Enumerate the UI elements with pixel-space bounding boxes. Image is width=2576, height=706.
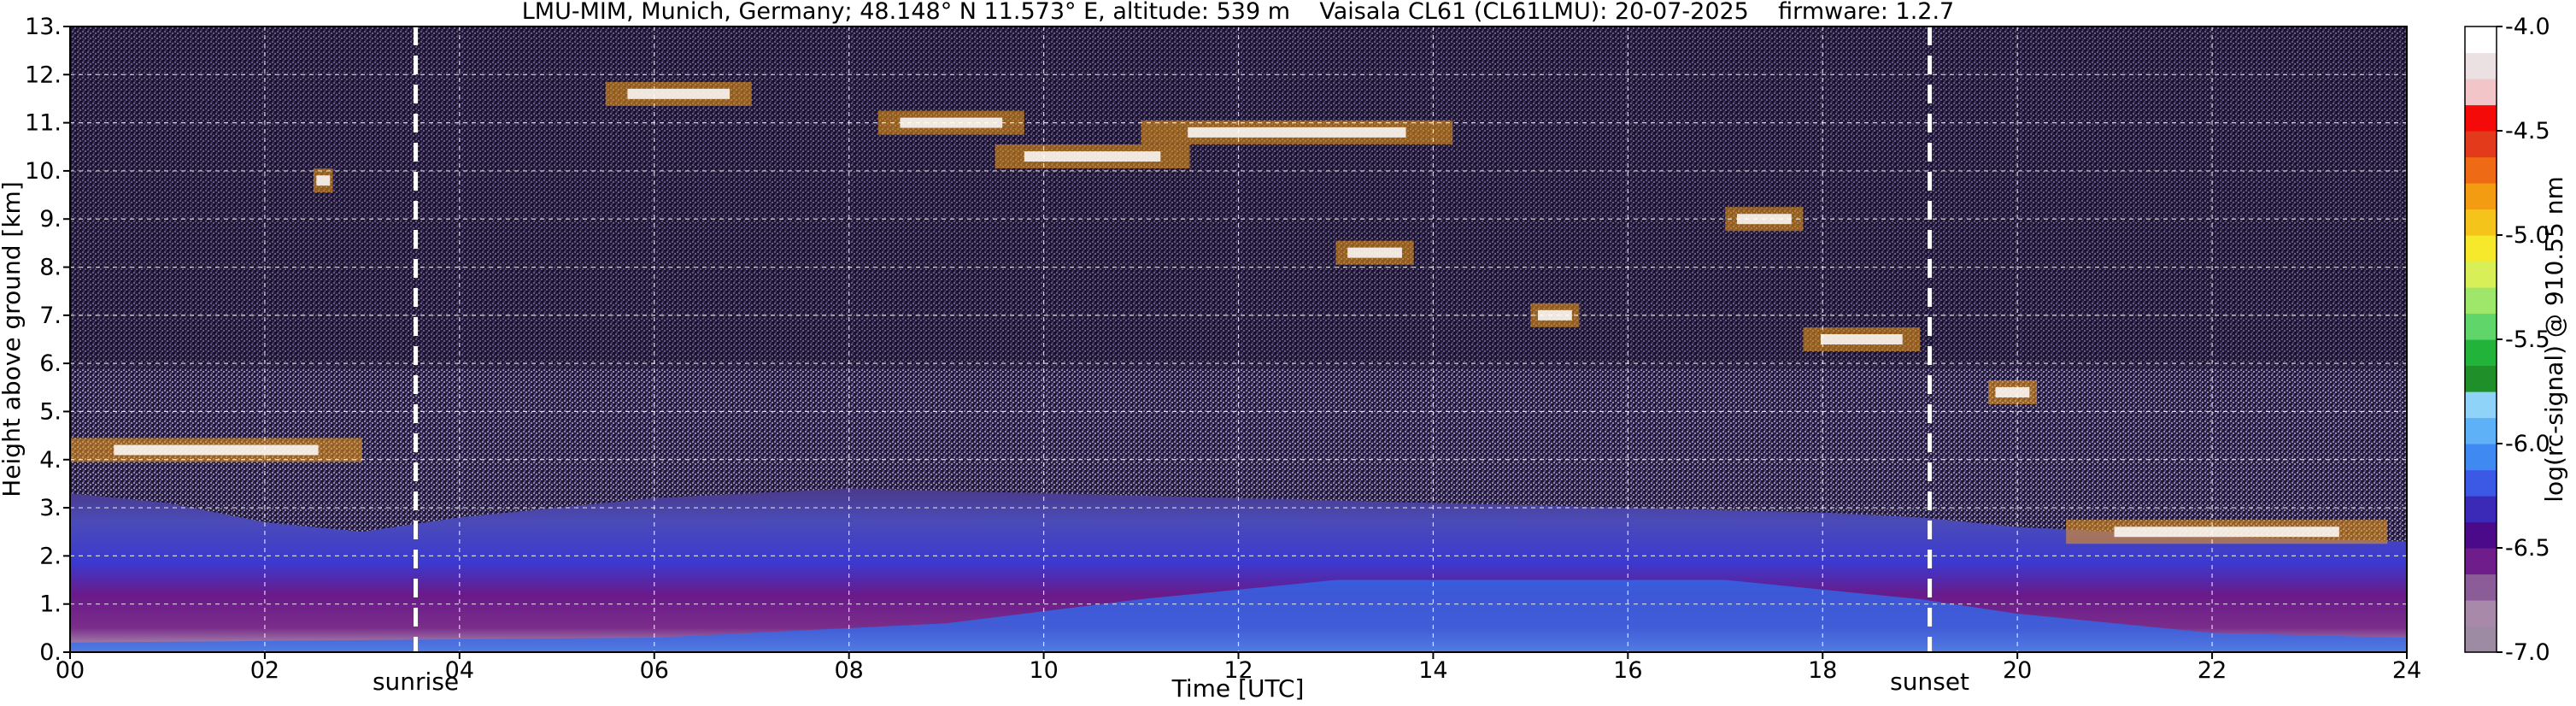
x-tick-label: 08	[834, 657, 863, 684]
x-tick-label: 18	[1808, 657, 1837, 684]
colorbar: -4.0 -4.5 -5.0 -5.5 -6.0 -6.5 -7.0	[2464, 14, 2550, 666]
colorbar-segment	[2465, 235, 2497, 262]
cloud-core	[1995, 386, 2030, 397]
colorbar-segment	[2465, 365, 2497, 392]
x-axis: 00 02 04 06 08 10 12 14 16 18 20 22 24	[56, 652, 2421, 684]
y-tick-label: 2.	[39, 543, 62, 569]
colorbar-segment	[2465, 79, 2497, 106]
x-tick-label: 06	[640, 657, 669, 684]
x-tick-label: 00	[56, 657, 85, 684]
x-axis-label: Time [UTC]	[1171, 674, 1305, 703]
y-tick-label: 5.	[39, 398, 62, 425]
cloud-core	[2114, 527, 2339, 538]
cloud-core	[1024, 151, 1161, 162]
y-tick-label: 8.	[39, 255, 62, 281]
colorbar-segment	[2465, 26, 2497, 54]
x-tick-label: 04	[445, 657, 474, 684]
cloud-core	[1820, 334, 1903, 344]
colorbar-segment	[2465, 313, 2497, 340]
chart-title: LMU-MIM, Munich, Germany; 48.148° N 11.5…	[522, 0, 1955, 25]
colorbar-label: log(rc-signal) @ 910.55 nm	[2540, 176, 2568, 502]
plot-area	[70, 26, 2407, 652]
colorbar-segment	[2465, 261, 2497, 288]
colorbar-segment	[2465, 626, 2497, 653]
y-tick-label: 4.	[39, 447, 62, 474]
x-tick-label: 20	[2003, 657, 2032, 684]
y-tick-label: 12.	[25, 62, 62, 88]
y-tick-label: 9.	[39, 206, 62, 232]
x-tick-label: 16	[1613, 657, 1642, 684]
colorbar-segment	[2465, 391, 2497, 419]
y-axis: 0. 1. 2. 3. 4. 5. 6. 7. 8. 9. 10. 11. 12. 13.	[25, 14, 70, 666]
marker-label-sunset: sunset	[1890, 668, 1969, 696]
colorbar-tick-label: -7.0	[2505, 639, 2550, 666]
colorbar-segment	[2465, 209, 2497, 236]
colorbar-segment	[2465, 469, 2497, 497]
colorbar-segment	[2465, 52, 2497, 79]
y-tick-label: 3.	[39, 495, 62, 521]
colorbar-segment	[2465, 444, 2497, 471]
colorbar-tick-label: -5.5	[2505, 327, 2550, 353]
x-tick-label: 24	[2392, 657, 2421, 684]
sun-markers	[414, 26, 1933, 652]
marker-label-sunrise: sunrise	[373, 668, 459, 696]
colorbar-segment	[2465, 496, 2497, 523]
y-tick-label: 7.	[39, 303, 62, 329]
colorbar-tick-label: -5.0	[2505, 222, 2550, 249]
grid-lines	[70, 26, 2407, 652]
cloud-core	[114, 444, 319, 456]
cloud-core	[627, 88, 731, 99]
colorbar-segment	[2465, 521, 2497, 549]
cloud-core	[1188, 126, 1406, 138]
y-axis-label: Height above ground [km]	[0, 181, 26, 497]
colorbar-segment	[2465, 417, 2497, 444]
x-tick-label: 12	[1223, 657, 1253, 684]
y-tick-label: 13.	[25, 14, 62, 40]
cloud-core	[1347, 247, 1402, 258]
colorbar-segment	[2465, 156, 2497, 184]
colorbar-segment	[2465, 574, 2497, 601]
y-tick-label: 11.	[25, 110, 62, 137]
y-tick-label: 1.	[39, 591, 62, 618]
colorbar-tick-label: -6.5	[2505, 535, 2550, 562]
colorbar-tick-label: -6.0	[2505, 431, 2550, 457]
x-tick-label: 14	[1418, 657, 1447, 684]
y-tick-label: 0.	[39, 639, 62, 666]
x-tick-label: 10	[1029, 657, 1058, 684]
colorbar-segment	[2465, 548, 2497, 575]
colorbar-tick-label: -4.5	[2505, 118, 2550, 144]
colorbar-tick-label: -4.0	[2505, 14, 2550, 40]
colorbar-segment	[2465, 183, 2497, 210]
colorbar-segment	[2465, 600, 2497, 627]
y-tick-label: 10.	[25, 158, 62, 185]
x-tick-label: 02	[250, 657, 279, 684]
cloud-core	[316, 175, 331, 186]
colorbar-segment	[2465, 339, 2497, 367]
colorbar-segment	[2465, 104, 2497, 132]
colorbar-segment	[2465, 131, 2497, 158]
colorbar-segment	[2465, 287, 2497, 315]
y-tick-label: 6.	[39, 350, 62, 377]
sun-marker-labels: sunrise sunset	[373, 668, 1969, 696]
x-tick-label: 22	[2198, 657, 2227, 684]
cloud-core	[1537, 309, 1572, 321]
